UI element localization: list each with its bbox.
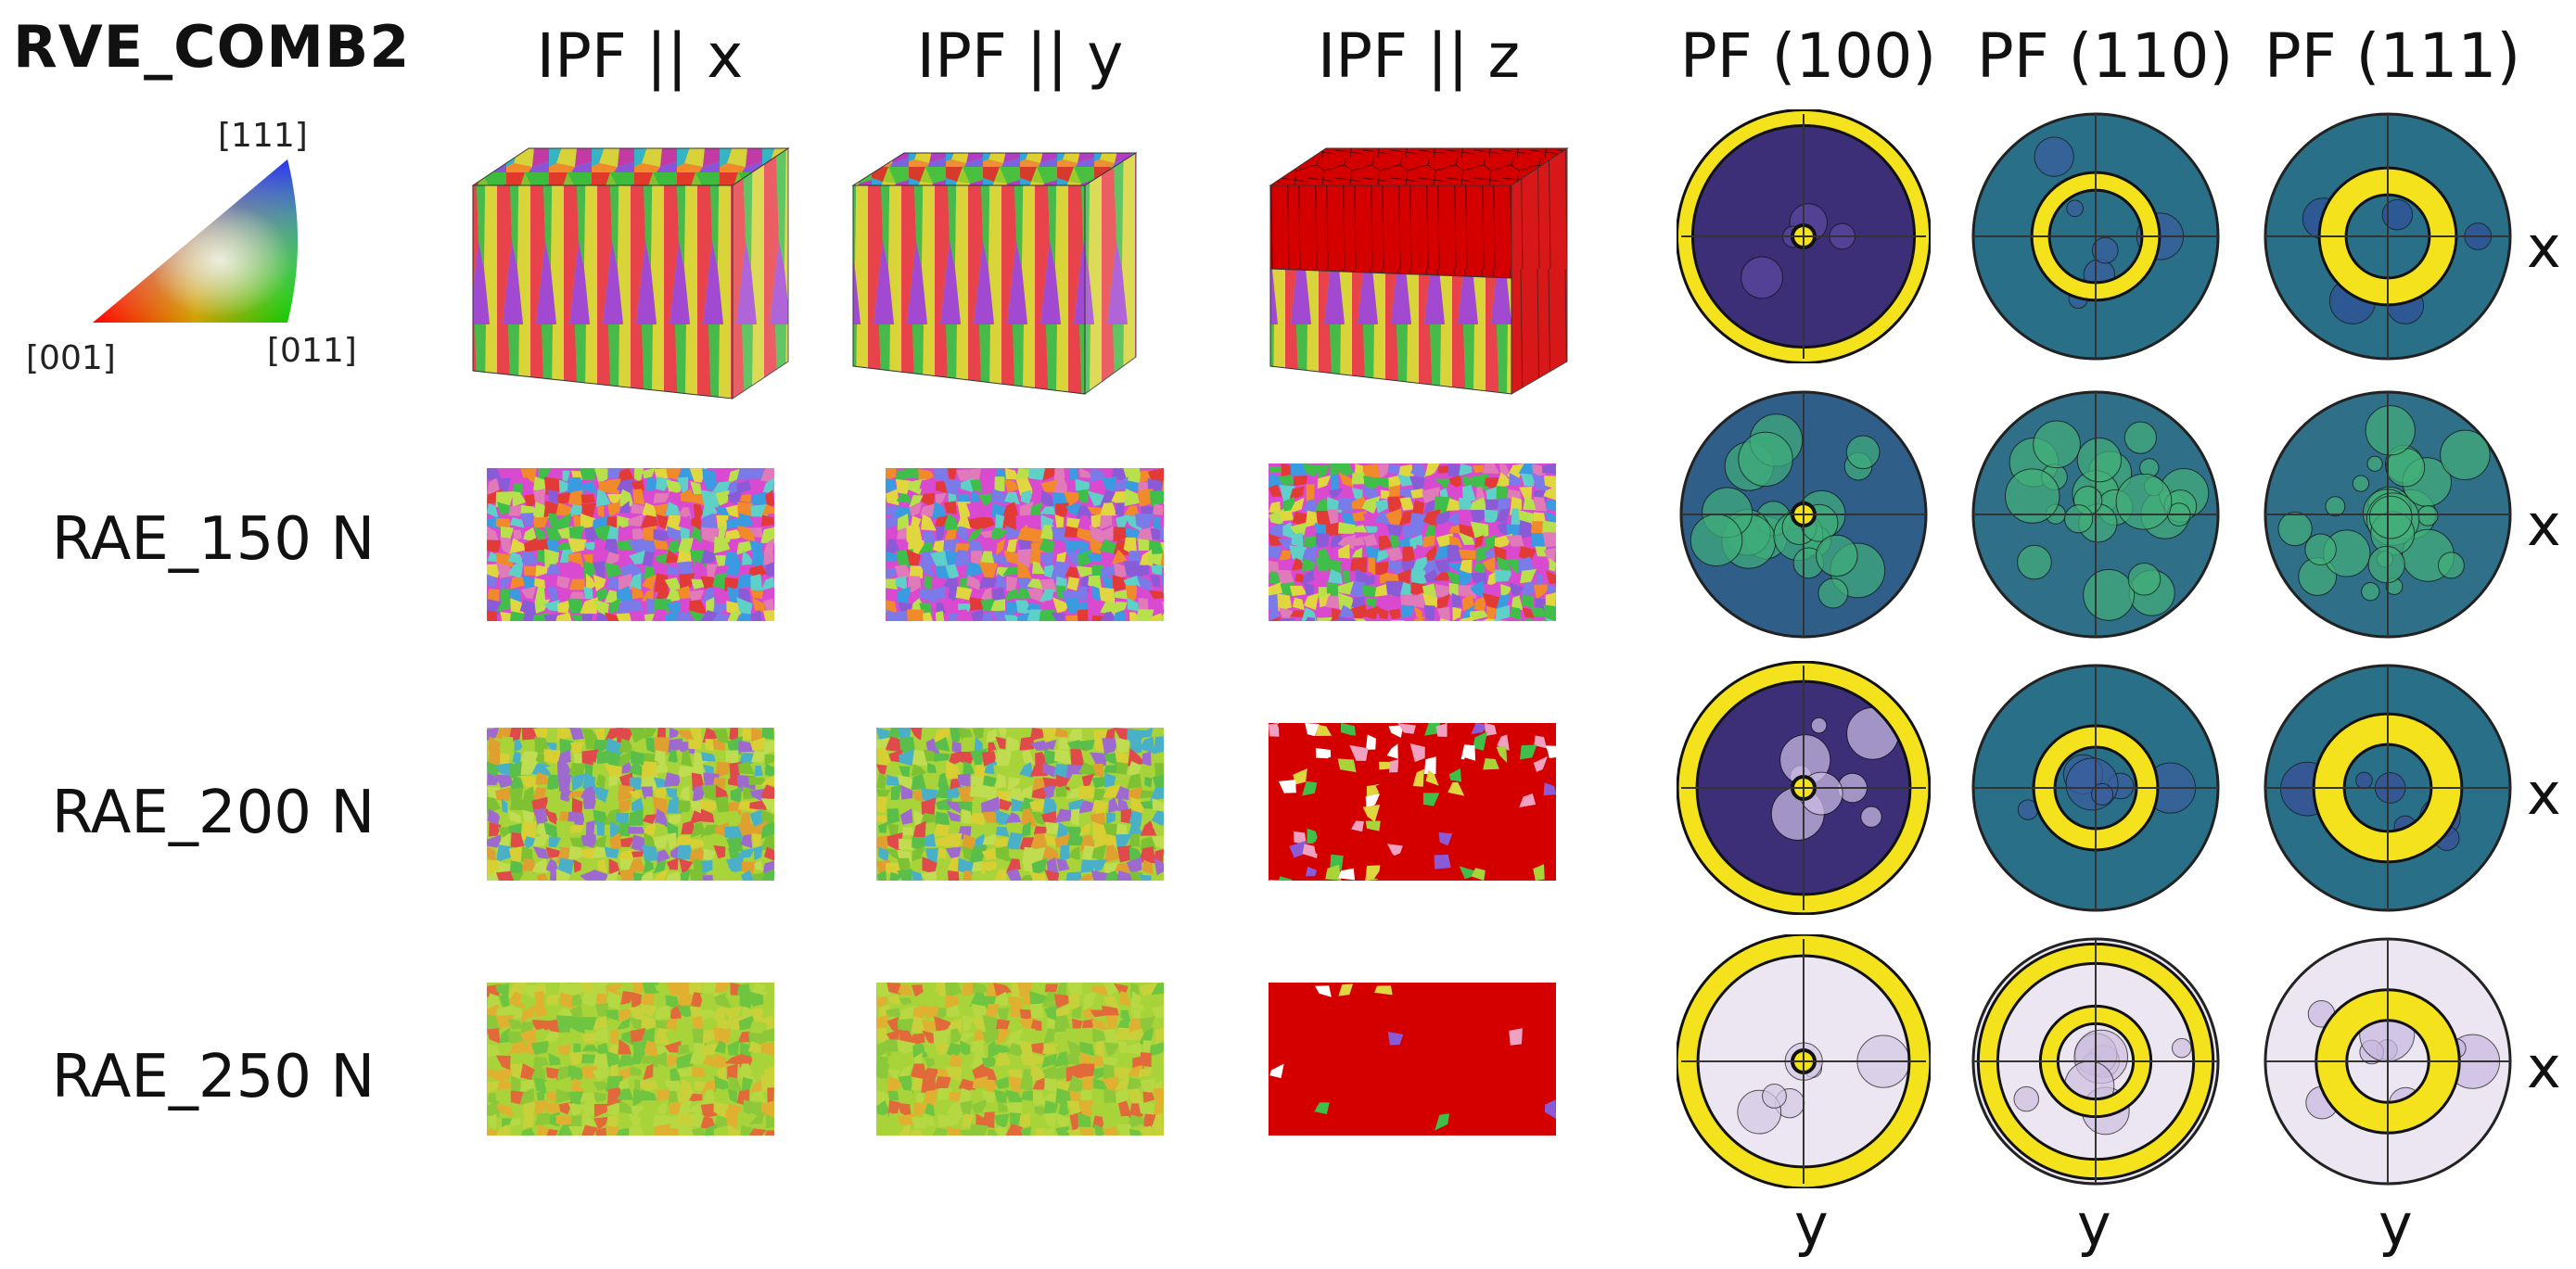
ipf-color-legend: [111] [001] [011] bbox=[26, 117, 357, 377]
axis-label-x-row2: x bbox=[2527, 491, 2561, 559]
legend-label-011: [011] bbox=[267, 332, 357, 370]
axis-label-y-pf100: y bbox=[1794, 1191, 1829, 1259]
pole-figure-pf100-rve bbox=[1677, 109, 1931, 363]
ipf-map-x-rae150 bbox=[487, 468, 774, 621]
pole-figure-pf111-rae150 bbox=[2264, 390, 2512, 639]
header-pf-111: PF (111) bbox=[2264, 20, 2521, 92]
row-label-rae-200: RAE_200 N bbox=[51, 779, 376, 847]
row-label-rae-250: RAE_250 N bbox=[51, 1043, 376, 1111]
row-label-rae-150: RAE_150 N bbox=[51, 505, 376, 574]
pole-figure-pf111-rve bbox=[2264, 112, 2512, 361]
ipf-map-y-rae200 bbox=[876, 728, 1164, 881]
ipf-map-z-rae200 bbox=[1269, 723, 1556, 881]
legend-label-111: [111] bbox=[218, 117, 308, 155]
pole-figure-pf110-rae200 bbox=[1971, 664, 2220, 912]
pole-figure-pf111-rae200 bbox=[2264, 664, 2512, 912]
rve-3d-ipf-x bbox=[471, 147, 790, 400]
header-ipf-x: IPF || x bbox=[536, 20, 744, 92]
ipf-map-y-rae250 bbox=[876, 983, 1164, 1136]
header-pf-110: PF (110) bbox=[1976, 20, 2234, 92]
legend-label-001: [001] bbox=[26, 339, 116, 377]
header-pf-100: PF (100) bbox=[1679, 20, 1937, 92]
pole-figure-pf111-rae250 bbox=[2264, 937, 2512, 1186]
rve-3d-ipf-z bbox=[1269, 147, 1569, 395]
pole-figure-pf100-rae150 bbox=[1679, 390, 1928, 639]
header-ipf-y: IPF || y bbox=[916, 20, 1124, 92]
pole-figure-pf100-rae250 bbox=[1677, 934, 1931, 1188]
figure-title: RVE_COMB2 bbox=[13, 13, 411, 81]
axis-label-x-row4: x bbox=[2527, 1034, 2561, 1101]
ipf-map-x-rae200 bbox=[487, 728, 774, 881]
pole-figure-pf110-rve bbox=[1971, 112, 2220, 361]
pole-figure-pf100-rae200 bbox=[1677, 661, 1931, 915]
ipf-map-y-rae150 bbox=[886, 468, 1164, 621]
pole-figure-pf110-rae150 bbox=[1971, 390, 2220, 639]
axis-label-y-pf110: y bbox=[2077, 1191, 2111, 1259]
pole-figure-pf110-rae250 bbox=[1971, 937, 2220, 1186]
ipf-map-z-rae150 bbox=[1269, 463, 1556, 621]
axis-label-x-row3: x bbox=[2527, 760, 2561, 828]
axis-label-y-pf111: y bbox=[2378, 1191, 2413, 1259]
rve-3d-ipf-y bbox=[851, 152, 1138, 395]
axis-label-x-row1: x bbox=[2527, 213, 2561, 281]
header-ipf-z: IPF || z bbox=[1317, 20, 1521, 92]
ipf-map-z-rae250 bbox=[1269, 983, 1556, 1136]
ipf-map-x-rae250 bbox=[487, 983, 774, 1136]
